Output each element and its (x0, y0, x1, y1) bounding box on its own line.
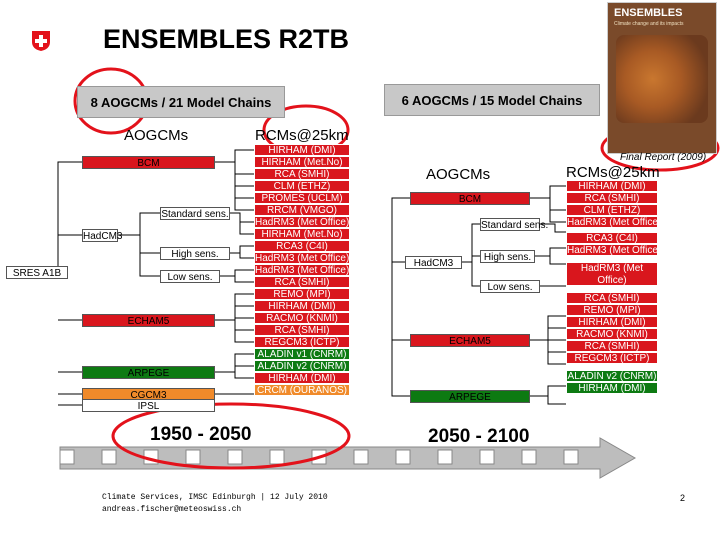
left-rcm-1: HIRHAM (DMI) (254, 144, 350, 156)
right-rcm-8: RCA (SMHI) (566, 292, 658, 304)
left-rcm-5: PROMES (UCLM) (254, 192, 350, 204)
right-standard-sens-node: Standard sens. (480, 218, 549, 231)
left-period: 1950 - 2050 (150, 424, 252, 445)
left-rcm-11: HadRM3 (Met Office) (254, 264, 350, 276)
right-rcm-10: HIRHAM (DMI) (566, 316, 658, 328)
left-rcm-8: HIRHAM (Met.No) (254, 228, 350, 240)
left-arpege-node: ARPEGE (82, 366, 215, 379)
report-caption: Final Report (2009) (620, 152, 707, 163)
left-low-sens-node: Low sens. (160, 270, 220, 283)
left-rcm-10: HadRM3 (Met Office) (254, 252, 350, 264)
footer-email: andreas.fischer@meteoswiss.ch (102, 505, 242, 514)
right-rcm-6: HadRM3 (Met Office) (566, 244, 658, 256)
left-rcm-2: HIRHAM (Met.No) (254, 156, 350, 168)
right-aogcm-label: AOGCMs (426, 166, 491, 183)
right-bcm-node: BCM (410, 192, 530, 205)
right-rcm-14: ALADIN v2 (CNRM) (566, 370, 658, 382)
left-rcm-21: CRCM (OURANOS) (254, 384, 350, 396)
left-rcm-4: CLM (ETHZ) (254, 180, 350, 192)
right-header: 6 AOGCMs / 15 Model Chains (384, 84, 600, 116)
left-header: 8 AOGCMs / 21 Model Chains (77, 86, 285, 118)
right-rcm-9: REMO (MPI) (566, 304, 658, 316)
left-aogcm-label: AOGCMs (124, 127, 189, 144)
left-rcm-13: REMO (MPI) (254, 288, 350, 300)
right-rcm-7: HadRM3 (Met Office) (566, 262, 658, 286)
right-echam5-node: ECHAM5 (410, 334, 530, 347)
left-standard-sens-node: Standard sens. (160, 207, 230, 220)
right-rcm-11: RACMO (KNMI) (566, 328, 658, 340)
left-rcm-19: ALADIN v2 (CNRM) (254, 360, 350, 372)
left-bcm-node: BCM (82, 156, 215, 169)
left-high-sens-node: High sens. (160, 247, 230, 260)
right-rcm-5: RCA3 (C4I) (566, 232, 658, 244)
right-rcm-12: RCA (SMHI) (566, 340, 658, 352)
right-rcm-list: HIRHAM (DMI) RCA (SMHI) CLM (ETHZ) HadRM… (566, 180, 658, 394)
left-rcm-9: RCA3 (C4I) (254, 240, 350, 252)
scenario-node: SRES A1B (6, 266, 68, 279)
left-rcm-3: RCA (SMHI) (254, 168, 350, 180)
left-rcm-7: HadRM3 (Met Office) (254, 216, 350, 228)
footer-event: Climate Services, IMSC Edinburgh | 12 Ju… (102, 493, 328, 502)
left-rcm-18: ALADIN v1 (CNRM) (254, 348, 350, 360)
right-arpege-node: ARPEGE (410, 390, 530, 403)
right-rcm-13: REGCM3 (ICTP) (566, 352, 658, 364)
swiss-flag-icon (32, 31, 50, 51)
right-rcm-1: HIRHAM (DMI) (566, 180, 658, 192)
right-rcm-3: CLM (ETHZ) (566, 204, 658, 216)
europe-map-graphic (616, 35, 708, 123)
left-rcm-6: RRCM (VMGO) (254, 204, 350, 216)
left-rcm-list: HIRHAM (DMI) HIRHAM (Met.No) RCA (SMHI) … (254, 144, 350, 396)
left-rcm-15: RACMO (KNMI) (254, 312, 350, 324)
page-number: 2 (680, 493, 686, 503)
right-rcm-2: RCA (SMHI) (566, 192, 658, 204)
report-cover-title: ENSEMBLES (614, 7, 683, 19)
right-period: 2050 - 2100 (428, 426, 530, 447)
report-cover-subtitle: Climate change and its impacts (614, 21, 684, 27)
left-ipsl-node: IPSL (82, 399, 215, 412)
left-rcm-label: RCMs@25km (255, 127, 349, 144)
right-rcm-15: HIRHAM (DMI) (566, 382, 658, 394)
left-rcm-12: RCA (SMHI) (254, 276, 350, 288)
right-rcm-label: RCMs@25km (566, 164, 660, 181)
left-hadcm3-node: HadCM3 (82, 229, 123, 242)
left-echam5-node: ECHAM5 (82, 314, 215, 327)
left-rcm-14: HIRHAM (DMI) (254, 300, 350, 312)
report-cover-image: ENSEMBLES Climate change and its impacts (607, 2, 717, 154)
right-rcm-4: HadRM3 (Met Office) (566, 216, 658, 228)
right-low-sens-node: Low sens. (480, 280, 540, 293)
right-high-sens-node: High sens. (480, 250, 535, 263)
right-hadcm3-node: HadCM3 (405, 256, 462, 269)
left-rcm-20: HIRHAM (DMI) (254, 372, 350, 384)
left-rcm-16: RCA (SMHI) (254, 324, 350, 336)
page-title: ENSEMBLES R2TB (103, 24, 350, 54)
left-rcm-17: REGCM3 (ICTP) (254, 336, 350, 348)
